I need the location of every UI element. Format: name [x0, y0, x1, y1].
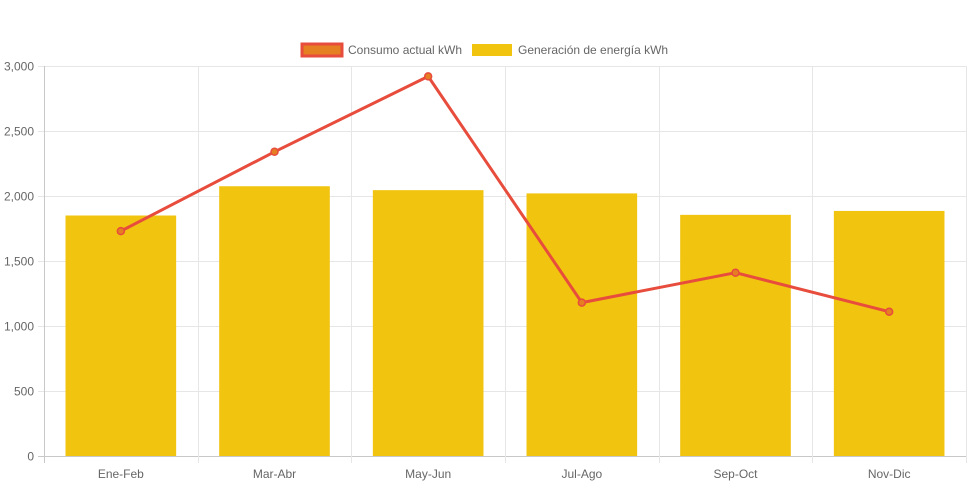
x-tick-label: Mar-Abr [253, 467, 296, 481]
bar-jul-ago [526, 193, 638, 456]
x-tick-label: Sep-Oct [713, 467, 758, 481]
line-point-nov-dic [884, 307, 894, 316]
x-tick-label: Ene-Feb [98, 467, 144, 481]
bar-mar-abr [219, 186, 330, 456]
y-axis: 0 500 1,000 1,500 2,000 2,500 3,000 [4, 60, 34, 464]
bar-may-jun [372, 190, 484, 456]
line-point-ene-feb [116, 226, 126, 236]
line-point-jul-ago [577, 298, 587, 307]
y-tick-label: 2,500 [4, 125, 34, 139]
y-tick-label: 1,500 [4, 255, 34, 269]
bar-sep-oct [680, 214, 791, 456]
consumo-line [120, 74, 890, 314]
legend: Consumo actual kWh Generación de energía … [300, 42, 668, 58]
legend-swatch-consumo [300, 42, 344, 58]
legend-label-consumo: Consumo actual kWh [348, 43, 462, 57]
line-series [116, 72, 894, 316]
y-tick-label: 2,000 [4, 190, 34, 204]
line-point-mar-abr [270, 147, 279, 157]
legend-swatch-generacion [472, 44, 512, 56]
y-tick-label: 500 [14, 385, 34, 399]
y-tick-label: 0 [27, 450, 34, 464]
x-tick-label: Jul-Ago [561, 467, 602, 481]
legend-label-generacion: Generación de energía kWh [518, 43, 668, 57]
x-axis: Ene-Feb Mar-Abr May-Jun Jul-Ago Sep-Oct Nov-D… [98, 467, 911, 481]
bar-series [65, 186, 945, 456]
line-point-may-jun [423, 72, 433, 81]
x-tick-label: Nov-Dic [868, 467, 911, 481]
y-tick-label: 1,000 [4, 320, 34, 334]
grid [38, 66, 967, 463]
x-tick-label: May-Jun [405, 467, 451, 481]
line-point-sep-oct [731, 268, 740, 277]
bar-ene-feb [65, 215, 177, 456]
bar-nov-dic [833, 210, 945, 456]
y-tick-label: 3,000 [4, 60, 34, 74]
